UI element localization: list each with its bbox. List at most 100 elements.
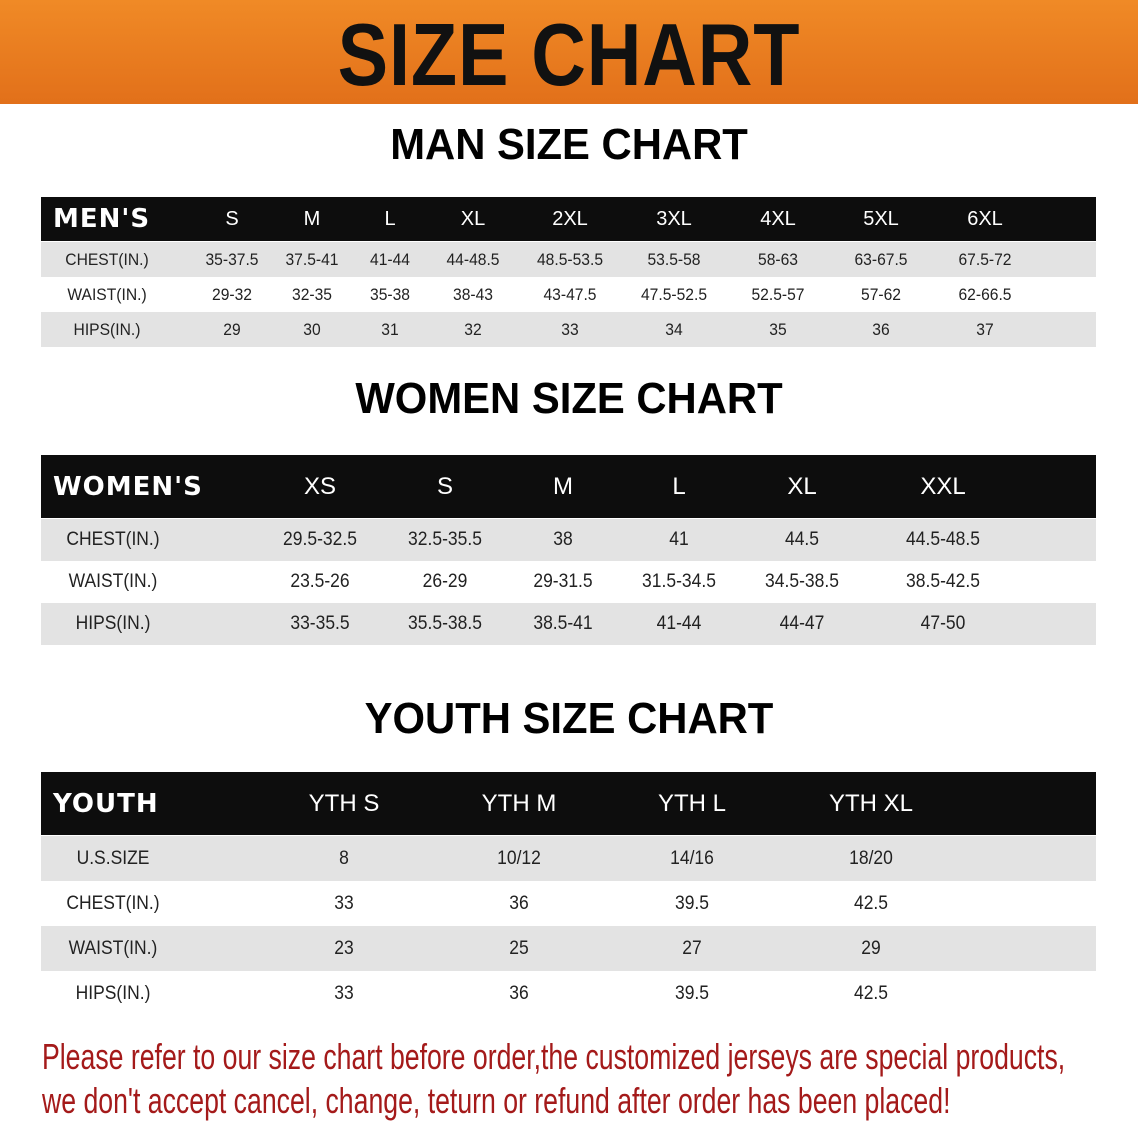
measurement-cell: 36: [509, 983, 529, 1004]
size-header-cell: XL: [787, 472, 817, 500]
size-header-cell: L: [384, 207, 396, 230]
measurement-cell: 37: [976, 319, 994, 339]
measurement-cell: 42.5: [853, 892, 889, 914]
size-header-cell: 6XL: [967, 207, 1003, 230]
men-table-row: WAIST(IN.) 29-32 32-35 35-38 38-43 43-47.5 47.…: [41, 277, 1096, 312]
measurement-cell: 36: [509, 892, 529, 914]
measurement-cell: 23.5-26: [290, 571, 350, 592]
measurement-cell: 43-47.5: [543, 284, 597, 304]
women-table-row: HIPS(IN.) 33-35.5 35.5-38.5 38.5-41 41-44 44-…: [41, 603, 1096, 645]
men-header-label: MEN'S: [53, 204, 151, 234]
youth-table-row: HIPS(IN.) 33 36 39.5 42.5: [41, 971, 1096, 1017]
measurement-cell: 35-37.5: [205, 249, 259, 269]
measurement-cell: 47.5-52.5: [640, 284, 708, 304]
measurement-cell: 38-43: [452, 284, 493, 304]
size-header-cell: 3XL: [656, 207, 692, 230]
size-header-cell: S: [225, 207, 239, 230]
measurement-cell: 18/20: [849, 847, 893, 869]
size-header-cell: S: [436, 472, 453, 500]
row-label: CHEST(IN.): [66, 529, 160, 550]
measurement-cell: 58-63: [757, 249, 798, 269]
youth-header-label: YOUTH: [53, 788, 159, 819]
measurement-cell: 32: [464, 319, 482, 339]
measurement-cell: 48.5-53.5: [536, 249, 604, 269]
row-label: HIPS(IN.): [73, 319, 141, 339]
men-table-row: CHEST(IN.) 35-37.5 37.5-41 41-44 44-48.5 48.5…: [41, 242, 1096, 277]
measurement-cell: 34: [665, 319, 683, 339]
row-label: CHEST(IN.): [65, 249, 149, 269]
size-header-cell: L: [672, 472, 686, 500]
measurement-cell: 44.5-48.5: [906, 529, 980, 550]
measurement-cell: 31.5-34.5: [642, 571, 716, 592]
measurement-cell: 44.5: [784, 529, 820, 550]
measurement-cell: 63-67.5: [854, 249, 908, 269]
measurement-cell: 35.5-38.5: [408, 613, 482, 634]
size-header-cell: YTH S: [308, 789, 380, 817]
measurement-cell: 35-38: [369, 284, 410, 304]
measurement-cell: 33: [334, 983, 354, 1004]
measurement-cell: 33: [561, 319, 579, 339]
row-label: HIPS(IN.): [75, 613, 151, 634]
measurement-cell: 25: [509, 937, 529, 959]
men-section-title: MAN SIZE CHART: [390, 120, 748, 169]
measurement-cell: 29-31.5: [533, 571, 593, 592]
measurement-cell: 23: [334, 937, 354, 959]
measurement-cell: 36: [872, 319, 890, 339]
measurement-cell: 29-32: [211, 284, 252, 304]
size-header-cell: 4XL: [760, 207, 796, 230]
measurement-cell: 53.5-58: [647, 249, 701, 269]
measurement-cell: 32.5-35.5: [408, 529, 482, 550]
women-section-title: WOMEN SIZE CHART: [355, 374, 783, 423]
banner: SIZE CHART: [0, 0, 1138, 104]
measurement-cell: 29: [861, 937, 881, 959]
measurement-cell: 38.5-41: [533, 613, 593, 634]
measurement-cell: 27: [682, 937, 702, 959]
measurement-cell: 37.5-41: [285, 249, 339, 269]
size-header-cell: 2XL: [552, 207, 588, 230]
size-header-cell: M: [303, 207, 321, 230]
measurement-cell: 39.5: [674, 983, 710, 1004]
size-header-cell: XXL: [920, 472, 966, 500]
measurement-cell: 62-66.5: [958, 284, 1012, 304]
measurement-cell: 44-48.5: [446, 249, 500, 269]
size-header-cell: YTH XL: [828, 789, 914, 817]
measurement-cell: 41-44: [656, 613, 702, 634]
size-header-cell: YTH M: [481, 789, 557, 817]
youth-header-row: YOUTH YTH S YTH M YTH L YTH XL: [41, 772, 1096, 835]
measurement-cell: 29: [223, 319, 241, 339]
measurement-cell: 10/12: [497, 847, 541, 869]
size-header-cell: 5XL: [863, 207, 899, 230]
measurement-cell: 26-29: [422, 571, 468, 592]
youth-table-row: CHEST(IN.) 33 36 39.5 42.5: [41, 881, 1096, 926]
measurement-cell: 35: [769, 319, 787, 339]
women-header-row: WOMEN'S XS S M L XL XXL: [41, 455, 1096, 518]
banner-title: SIZE CHART: [337, 5, 801, 104]
notice-line-2: we don't accept cancel, change, teturn o…: [42, 1080, 951, 1121]
row-label: WAIST(IN.): [68, 937, 158, 959]
measurement-cell: 14/16: [670, 847, 714, 869]
measurement-cell: 41: [669, 529, 689, 550]
measurement-cell: 38.5-42.5: [906, 571, 980, 592]
women-table-row: WAIST(IN.) 23.5-26 26-29 29-31.5 31.5-34.5 34…: [41, 561, 1096, 603]
measurement-cell: 30: [303, 319, 321, 339]
row-label: HIPS(IN.): [75, 983, 151, 1004]
women-header-label: WOMEN'S: [53, 471, 203, 502]
youth-table-row: U.S.SIZE 8 10/12 14/16 18/20: [41, 836, 1096, 881]
measurement-cell: 38: [553, 529, 573, 550]
measurement-cell: 33-35.5: [290, 613, 350, 634]
row-label: WAIST(IN.): [67, 284, 147, 304]
measurement-cell: 31: [381, 319, 399, 339]
measurement-cell: 32-35: [291, 284, 332, 304]
measurement-cell: 67.5-72: [958, 249, 1012, 269]
size-header-cell: XS: [303, 472, 336, 500]
size-header-cell: M: [553, 472, 573, 500]
measurement-cell: 39.5: [674, 892, 710, 914]
row-label: U.S.SIZE: [76, 847, 150, 869]
measurement-cell: 57-62: [860, 284, 901, 304]
measurement-cell: 52.5-57: [751, 284, 805, 304]
women-table-row: CHEST(IN.) 29.5-32.5 32.5-35.5 38 41 44.5 44.5…: [41, 519, 1096, 561]
measurement-cell: 42.5: [853, 983, 889, 1004]
row-label: WAIST(IN.): [68, 571, 158, 592]
measurement-cell: 8: [339, 847, 349, 869]
measurement-cell: 33: [334, 892, 354, 914]
